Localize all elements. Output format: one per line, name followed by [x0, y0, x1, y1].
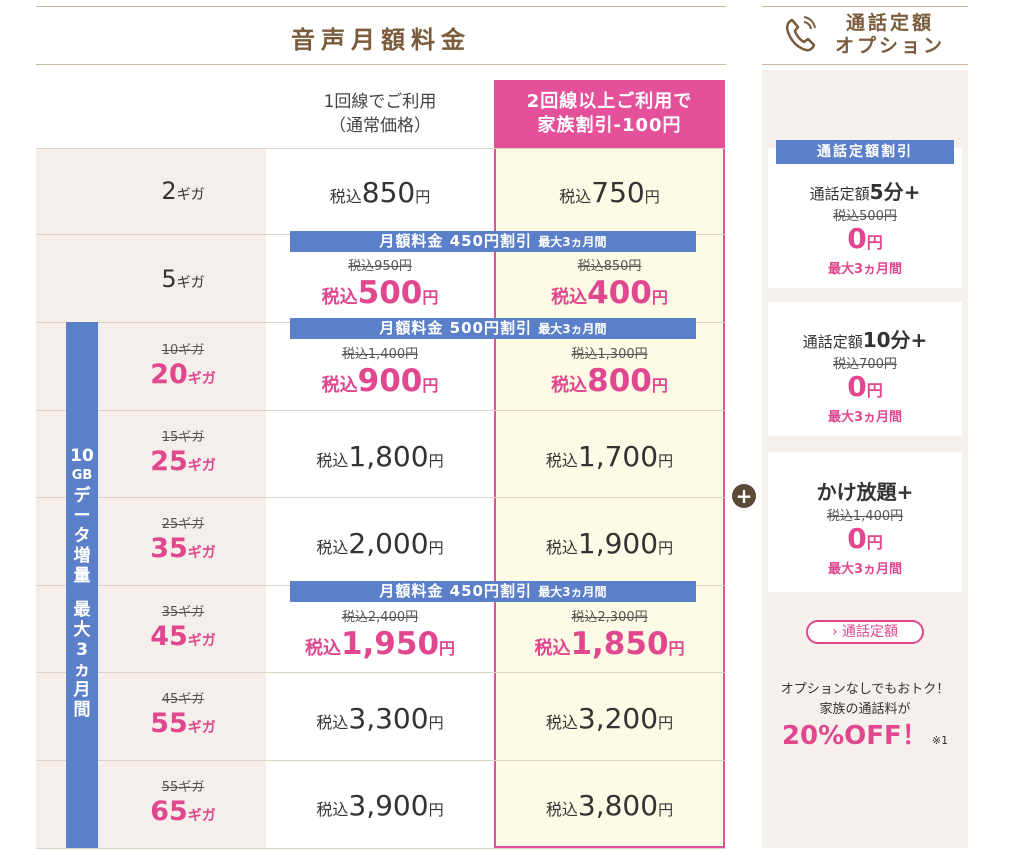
phone-icon [785, 16, 816, 52]
single-price: 税込2,400円 税込1,950円 [304, 610, 456, 662]
call-plan-link-button[interactable]: › 通話定額 [806, 620, 924, 644]
option-discount-tag: 通話定額割引 [776, 140, 954, 164]
option-title-1: 通話定額 [845, 12, 934, 34]
family-price: 税込2,300円 税込1,850円 [534, 610, 685, 662]
option-card-unlimited: かけ放題+ 税込1,400円 0円 最大3ヵ月間 [768, 452, 962, 592]
family-head-1: 2回線以上ご利用で [526, 91, 693, 112]
family-discount-header: 2回線以上ご利用で 家族割引-100円 [494, 80, 725, 158]
plan-label: 15ギガ 25ギガ [150, 430, 216, 477]
single-column-bg [266, 148, 494, 848]
family-price: 税込750円 [559, 176, 660, 209]
plan-label: 2ギガ [161, 177, 205, 205]
discount-banner: 月額料金 450円割引 最大3ヵ月間 [290, 581, 696, 602]
family-price: 税込3,800円 [545, 789, 674, 822]
option-note: オプションなしでもおトク！ 家族の通話料が 20%OFF！ ※1 [780, 682, 950, 751]
single-price: 税込950円 税込500円 [321, 259, 439, 311]
plan-label: 10ギガ 20ギガ [150, 343, 216, 390]
plan-label: 35ギガ 45ギガ [150, 605, 216, 652]
single-price: 税込850円 [329, 176, 431, 209]
discount-banner: 月額料金 500円割引 最大3ヵ月間 [290, 318, 696, 339]
single-head-2: （通常価格） [329, 116, 431, 136]
family-price: 税込1,300円 税込800円 [551, 347, 668, 399]
page-title: 音声月額料金 [291, 26, 471, 54]
family-price: 税込850円 税込400円 [551, 259, 668, 311]
chevron-right-icon: › [831, 624, 838, 640]
single-line-header: 1回線でご利用 （通常価格） [266, 90, 494, 138]
data-increase-label: 10 GB データ増量最大 3 ヵ月間 [66, 322, 98, 848]
single-price: 税込2,000円 [316, 527, 444, 560]
single-price: 税込1,800円 [316, 440, 444, 473]
option-title-2: オプション [834, 35, 945, 57]
single-price: 税込1,400円 税込900円 [321, 347, 439, 399]
single-price: 税込3,900円 [316, 789, 444, 822]
plan-label: 5ギガ [161, 265, 205, 293]
single-price: 税込3,300円 [316, 702, 444, 735]
discount-banner: 月額料金 450円割引 最大3ヵ月間 [290, 231, 696, 252]
plan-label: 45ギガ 55ギガ [150, 692, 216, 739]
family-price: 税込1,900円 [545, 527, 674, 560]
plus-icon: + [732, 484, 756, 508]
option-card-10min: 通話定額10分+ 税込700円 0円 最大3ヵ月間 [768, 302, 962, 436]
family-price: 税込3,200円 [545, 702, 674, 735]
option-header: 通話定額 オプション [770, 6, 970, 62]
option-card-5min: 通話定額割引 通話定額5分+ 税込500円 0円 最大3ヵ月間 [768, 140, 962, 288]
plan-label: 25ギガ 35ギガ [150, 517, 216, 564]
family-head-2: 家族割引-100円 [537, 115, 682, 136]
family-price: 税込1,700円 [545, 440, 674, 473]
family-column [494, 148, 725, 848]
single-head-1: 1回線でご利用 [323, 92, 437, 112]
plan-label: 55ギガ 65ギガ [150, 780, 216, 827]
